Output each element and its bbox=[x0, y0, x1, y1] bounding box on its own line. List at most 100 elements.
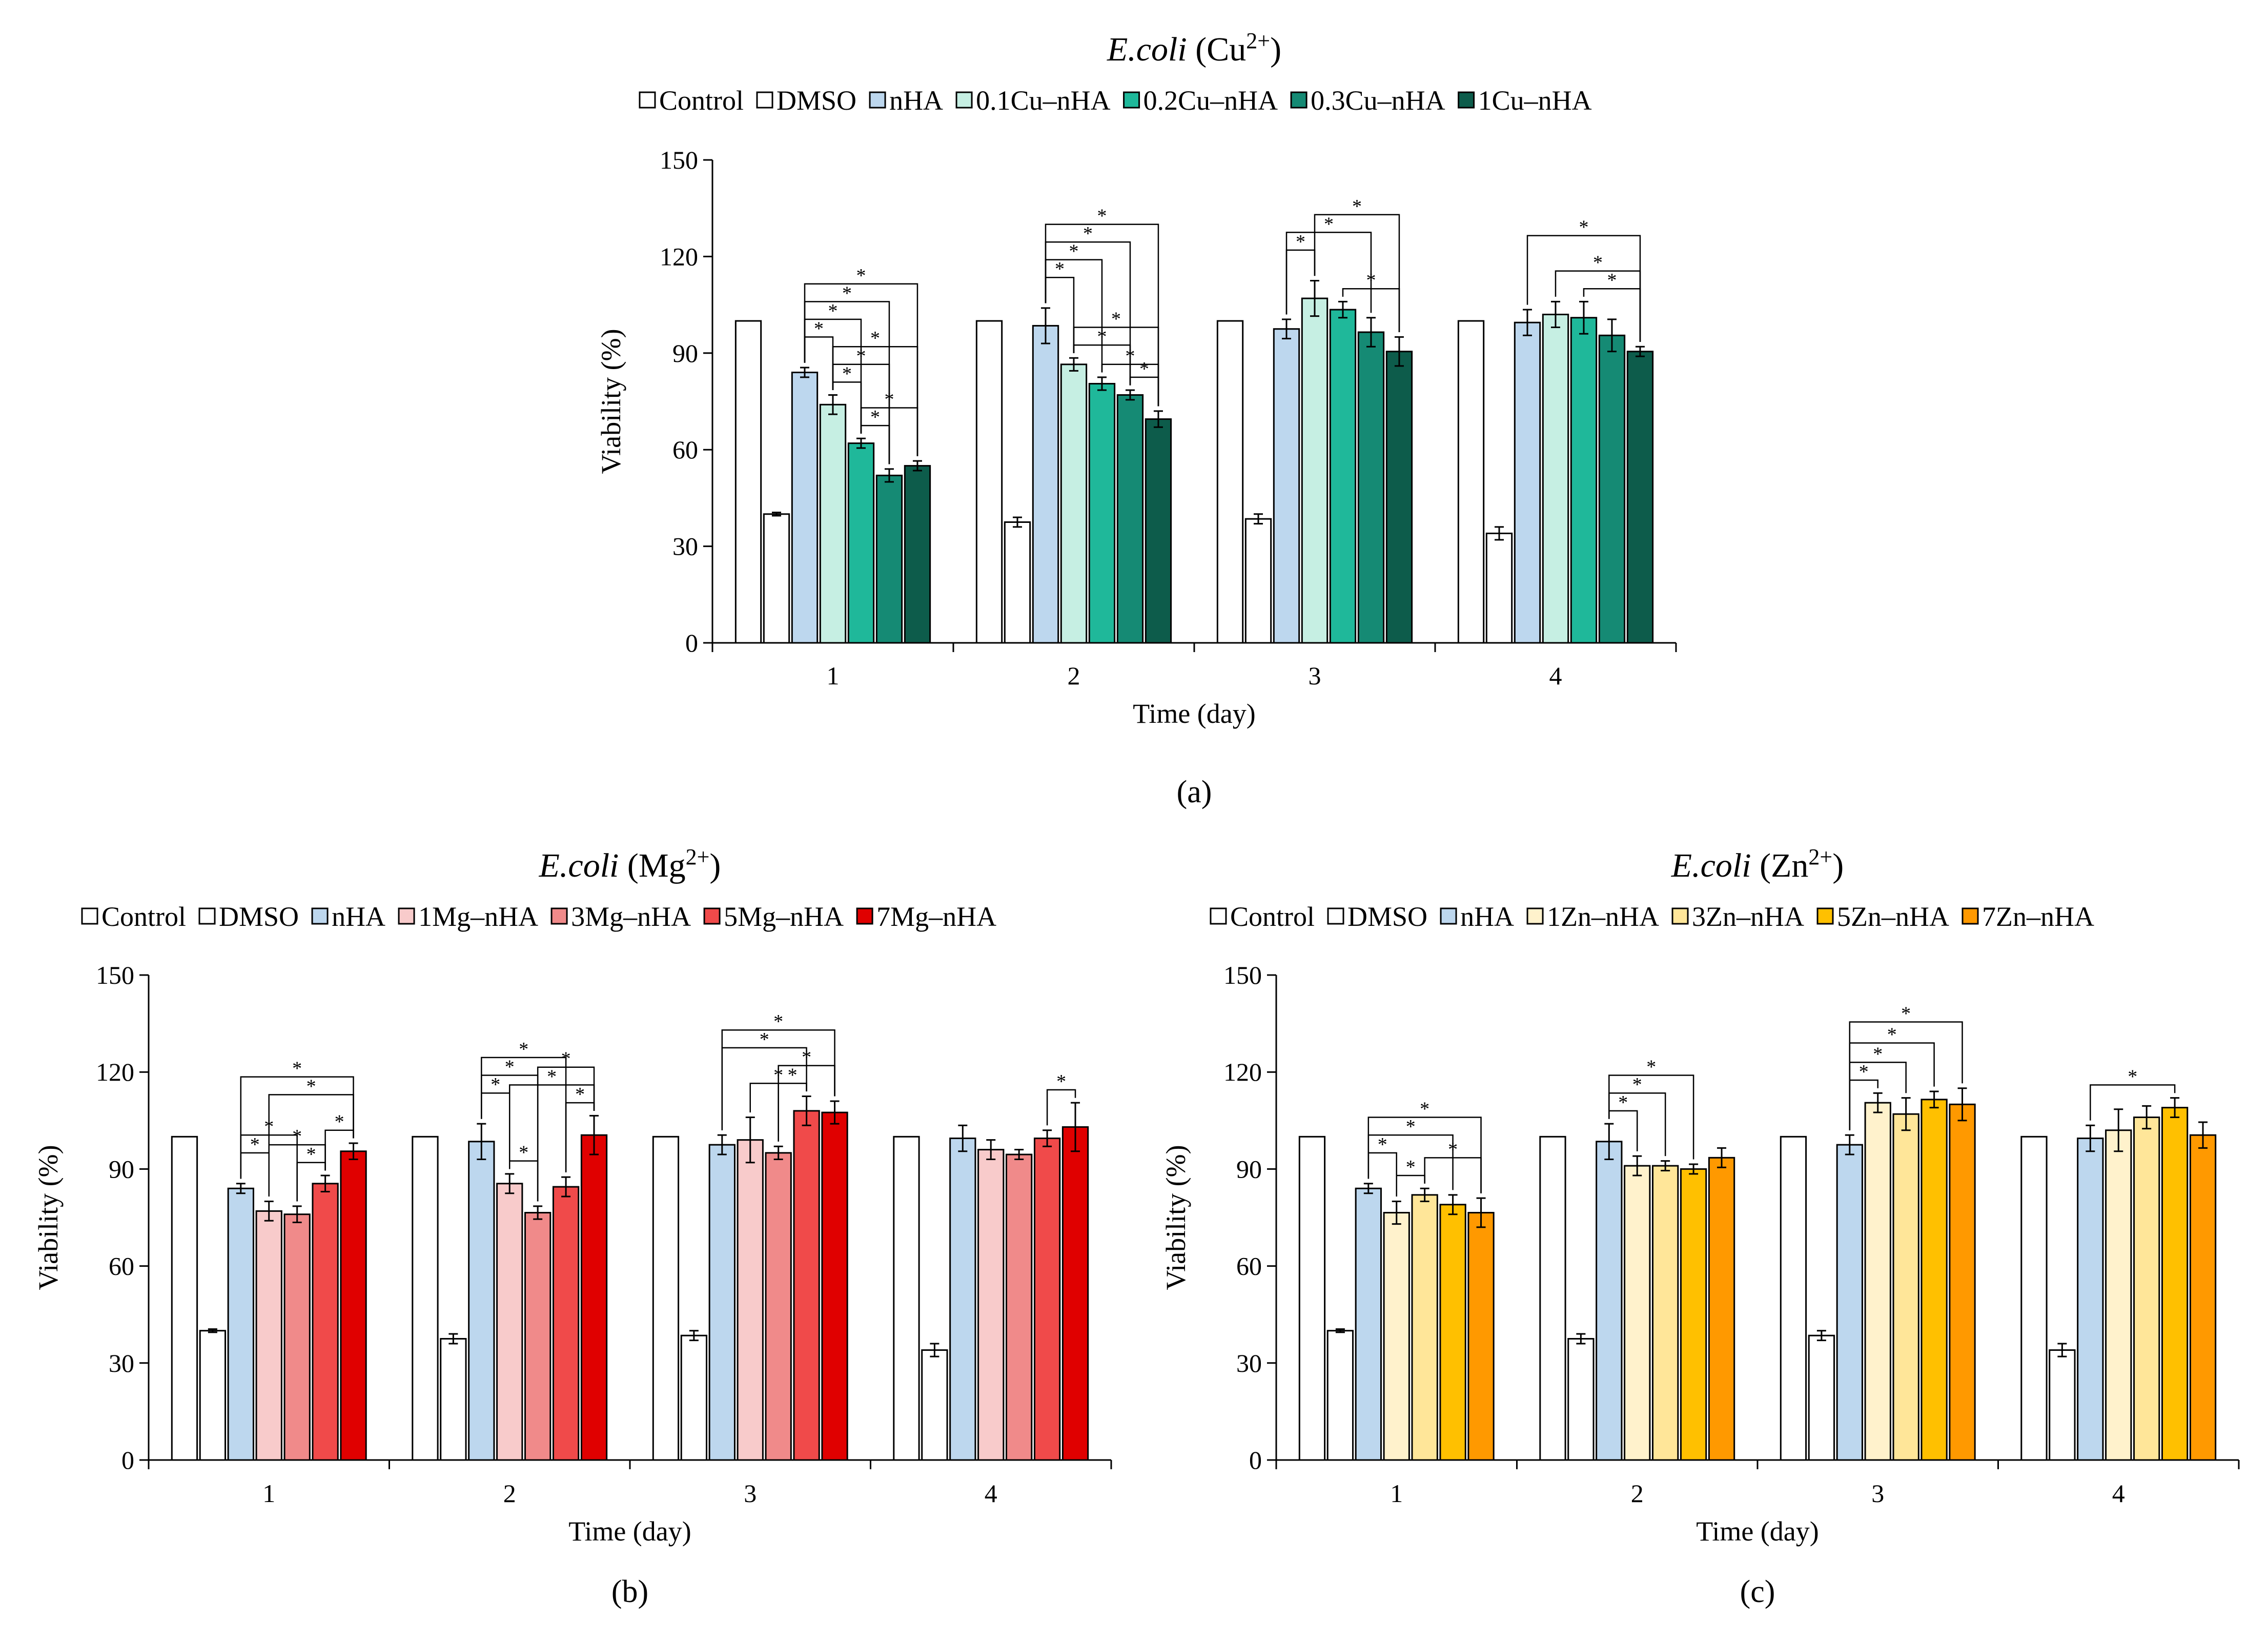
x-tick-label: 4 bbox=[2112, 1479, 2125, 1508]
legend-swatch bbox=[856, 907, 873, 925]
significance-label: * bbox=[884, 389, 894, 411]
legend-label: 1Cu–nHA bbox=[1478, 85, 1592, 116]
significance-label: * bbox=[292, 1126, 302, 1147]
bar bbox=[763, 513, 790, 644]
legend-swatch bbox=[1816, 907, 1834, 925]
significance-label: * bbox=[1887, 1024, 1897, 1045]
significance-bracket bbox=[1583, 288, 1641, 342]
panel-label: (a) bbox=[1177, 775, 1212, 809]
significance-label: * bbox=[547, 1066, 557, 1087]
significance-label: * bbox=[519, 1142, 528, 1164]
significance-bracket bbox=[1285, 232, 1372, 315]
x-tick-label: 2 bbox=[503, 1479, 516, 1508]
legend: Control DMSO nHA 0.1Cu–nHA 0.2Cu–nHA 0.3Cu–nH… bbox=[639, 85, 1592, 116]
y-tick-label: 60 bbox=[672, 435, 698, 464]
significance-label: * bbox=[1296, 231, 1305, 253]
bar bbox=[2133, 1116, 2160, 1461]
bar bbox=[737, 1139, 764, 1461]
significance-label: * bbox=[814, 318, 824, 339]
title-organism: E.coli bbox=[539, 847, 619, 884]
x-tick-label: 3 bbox=[1871, 1479, 1884, 1508]
bar bbox=[1596, 1141, 1623, 1461]
bar bbox=[847, 442, 875, 644]
significance-label: * bbox=[1607, 270, 1617, 291]
bar bbox=[1329, 309, 1357, 644]
bar bbox=[1033, 1137, 1061, 1461]
significance-label: * bbox=[802, 1047, 811, 1068]
x-tick-label: 2 bbox=[1631, 1479, 1644, 1508]
legend-label: nHA bbox=[889, 85, 943, 116]
legend-label: 5Mg–nHA bbox=[724, 901, 844, 932]
title-ion: (Mg bbox=[619, 847, 685, 884]
bar bbox=[227, 1187, 254, 1461]
y-tick-label: 150 bbox=[660, 146, 698, 174]
bar bbox=[255, 1210, 282, 1461]
significance-label: * bbox=[505, 1057, 515, 1078]
significance-bracket bbox=[324, 1129, 354, 1171]
x-tick-label: 4 bbox=[1549, 661, 1562, 690]
significance-label: * bbox=[1420, 1098, 1429, 1120]
significance-label: * bbox=[1097, 326, 1107, 348]
significance-label: * bbox=[1378, 1134, 1387, 1156]
significance-bracket bbox=[832, 346, 918, 456]
bar bbox=[1326, 1330, 1354, 1461]
x-tick-label: 1 bbox=[827, 661, 840, 690]
significance-label: * bbox=[1125, 346, 1135, 367]
legend-label: 0.3Cu–nHA bbox=[1311, 85, 1445, 116]
bar bbox=[1298, 1136, 1326, 1461]
significance-bracket bbox=[268, 1094, 354, 1197]
bar bbox=[1088, 382, 1116, 644]
significance-bracket bbox=[860, 407, 918, 456]
bar bbox=[1145, 418, 1172, 644]
significance-bracket bbox=[721, 1029, 835, 1130]
significance-bracket bbox=[2090, 1084, 2176, 1121]
bar bbox=[977, 1149, 1005, 1461]
bar bbox=[1216, 320, 1244, 644]
panel-label: (c) bbox=[1740, 1574, 1775, 1609]
bar bbox=[1004, 521, 1031, 644]
bar bbox=[1244, 518, 1272, 644]
legend-label: nHA bbox=[332, 901, 385, 932]
significance-label: * bbox=[292, 1058, 302, 1080]
y-tick-label: 60 bbox=[1236, 1252, 1262, 1281]
bar bbox=[1780, 1136, 1807, 1461]
significance-label: * bbox=[1055, 258, 1065, 280]
bar bbox=[1457, 320, 1485, 644]
bar bbox=[875, 474, 903, 644]
significance-label: * bbox=[1111, 309, 1121, 330]
significance-label: * bbox=[1056, 1071, 1066, 1092]
bar bbox=[1032, 325, 1059, 644]
significance-label: * bbox=[1324, 213, 1334, 235]
y-tick-label: 0 bbox=[121, 1446, 134, 1474]
legend-swatch bbox=[1671, 907, 1689, 925]
bar bbox=[819, 403, 847, 644]
x-tick-label: 4 bbox=[985, 1479, 997, 1508]
bar bbox=[904, 465, 931, 644]
bar bbox=[1864, 1102, 1891, 1461]
y-tick-label: 150 bbox=[1223, 961, 1262, 989]
x-axis-label: Time (day) bbox=[1696, 1516, 1819, 1547]
title-organism: E.coli bbox=[1671, 847, 1751, 884]
legend-swatch bbox=[1327, 907, 1344, 925]
bar bbox=[708, 1144, 735, 1461]
bar bbox=[2189, 1134, 2217, 1461]
legend-label: 3Mg–nHA bbox=[571, 901, 691, 932]
bar bbox=[791, 371, 819, 644]
significance-bracket bbox=[1849, 1021, 1963, 1130]
legend: Control DMSO nHA 1Mg–nHA 3Mg–nHA 5Mg–nHA 7Mg–n… bbox=[81, 901, 996, 932]
legend-label: Control bbox=[1230, 901, 1315, 932]
significance-label: * bbox=[1406, 1157, 1416, 1178]
bar bbox=[1357, 331, 1385, 644]
legend-swatch bbox=[1526, 907, 1544, 925]
significance-label: * bbox=[519, 1039, 528, 1060]
legend-swatch bbox=[955, 91, 973, 109]
significance-label: * bbox=[1448, 1139, 1458, 1160]
significance-label: * bbox=[1593, 252, 1603, 274]
x-axis-label: Time (day) bbox=[568, 1516, 691, 1547]
significance-bracket bbox=[1046, 1089, 1076, 1126]
significance-label: * bbox=[561, 1048, 571, 1070]
y-tick-label: 30 bbox=[1236, 1349, 1262, 1377]
significance-bracket bbox=[1424, 1157, 1482, 1193]
x-tick-label: 2 bbox=[1068, 661, 1080, 690]
bar bbox=[1116, 394, 1144, 644]
